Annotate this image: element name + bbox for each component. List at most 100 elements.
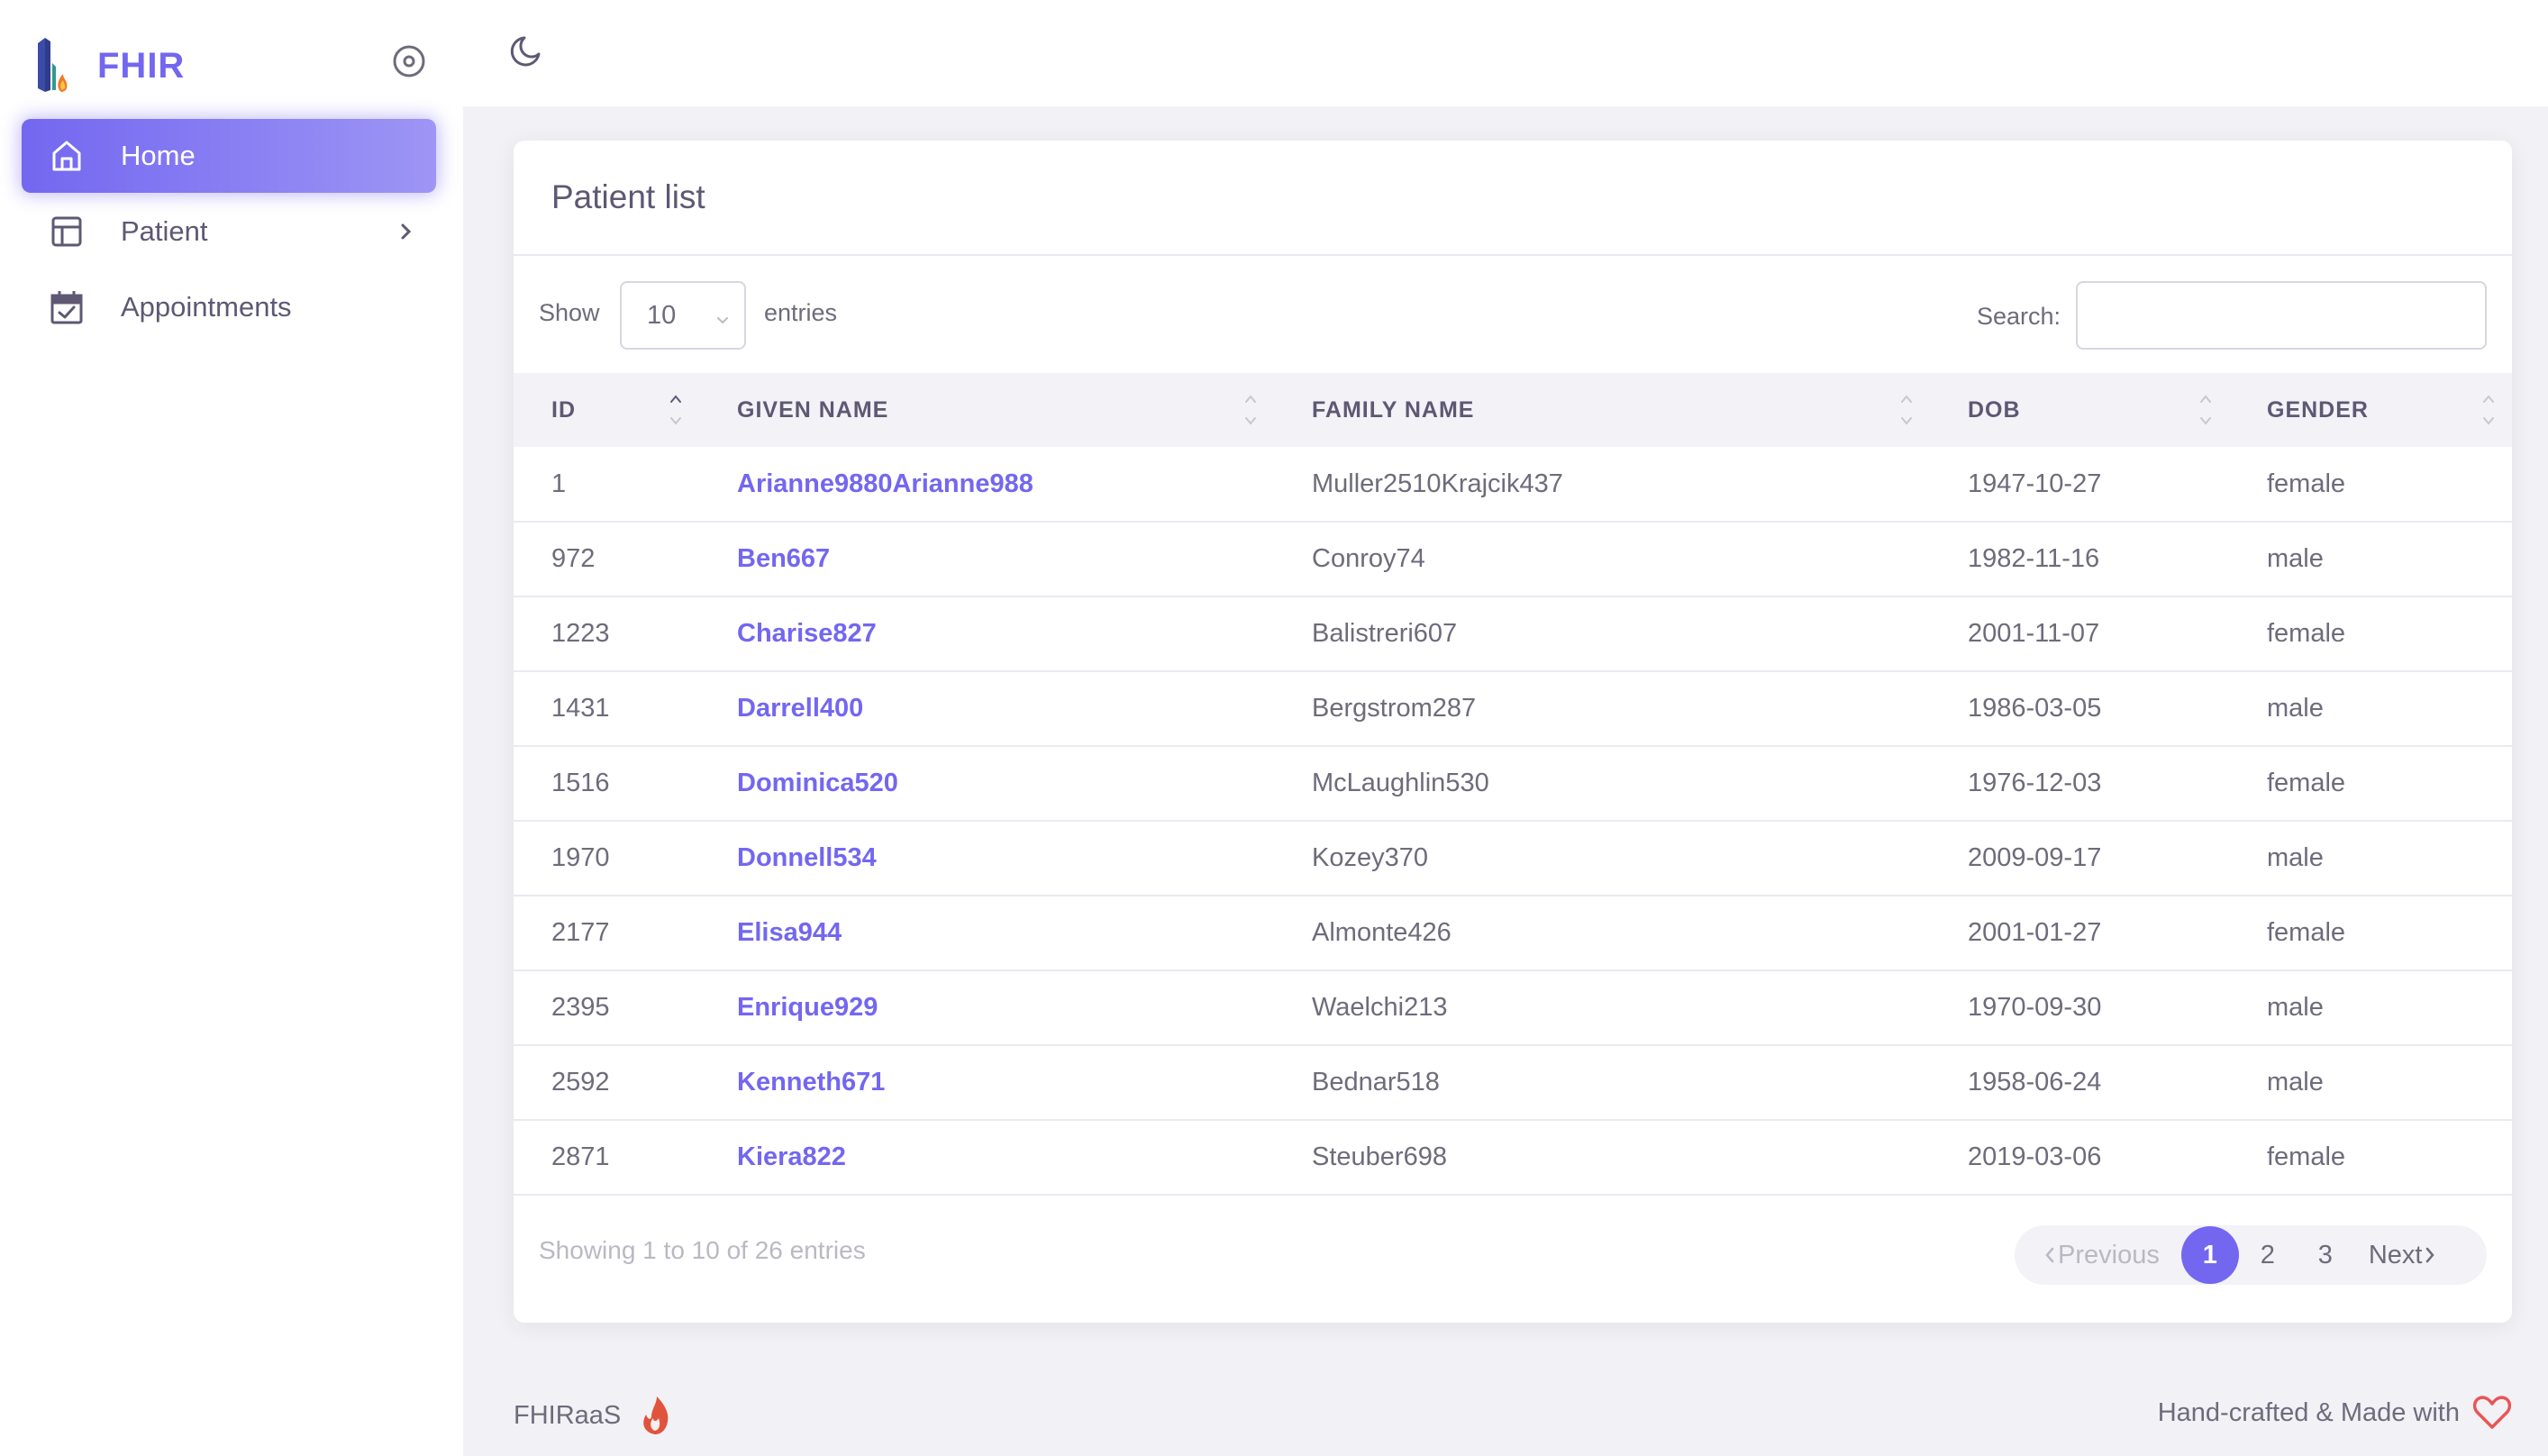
column-header-label: FAMILY NAME — [1312, 396, 1475, 423]
entries-select[interactable]: 10 — [620, 281, 746, 350]
show-label: Show — [539, 299, 600, 326]
patient-link[interactable]: Dominica520 — [737, 769, 898, 797]
column-header-label: DOB — [1968, 396, 2021, 423]
footer-credit: Hand-crafted & Made with — [2158, 1395, 2512, 1431]
cell-id: 1516 — [551, 769, 610, 797]
cell-family-name: Bergstrom287 — [1312, 694, 1477, 723]
column-header-given-name[interactable]: GIVEN NAME — [699, 373, 1274, 447]
cell-dob: 2001-11-07 — [1968, 619, 2100, 648]
cell-given-name: Elisa944 — [699, 896, 1274, 970]
table-row: 972 Ben667 Conroy74 1982-11-16 male — [514, 522, 2512, 596]
sidebar-item-label: Home — [121, 140, 196, 171]
column-header-dob[interactable]: DOB — [1930, 373, 2229, 447]
cell-dob: 1982-11-16 — [1968, 544, 2100, 573]
flame-icon — [643, 1397, 669, 1434]
cell-id: 1223 — [551, 619, 610, 648]
sort-icon — [670, 395, 681, 425]
page-button-2[interactable]: 2 — [2260, 1240, 2275, 1269]
cell-family-name: McLaughlin530 — [1312, 769, 1489, 797]
sort-icon — [2200, 395, 2211, 425]
brand-name: FHIR — [97, 45, 186, 86]
cell-family-name: Steuber698 — [1312, 1142, 1447, 1171]
cell-given-name: Charise827 — [699, 596, 1274, 671]
cell-dob: 1976-12-03 — [1968, 769, 2102, 797]
table-row: 1431 Darrell400 Bergstrom287 1986-03-05 … — [514, 671, 2512, 746]
chevron-right-icon — [387, 214, 423, 250]
patient-link[interactable]: Arianne9880Arianne988 — [737, 469, 1033, 498]
search-input[interactable] — [2076, 281, 2487, 350]
dark-mode-toggle[interactable] — [508, 32, 548, 72]
entries-label: entries — [764, 299, 838, 326]
sidebar-item-appointments[interactable]: Appointments — [22, 270, 436, 344]
table-row: 1516 Dominica520 McLaughlin530 1976-12-0… — [514, 746, 2512, 821]
table-header-row: ID GIVEN NAME FAMILY NAME — [514, 373, 2512, 447]
cell-gender: female — [2267, 918, 2346, 947]
footer-brand-text: FHIRaaS — [514, 1400, 622, 1430]
table-row: 2177 Elisa944 Almonte426 2001-01-27 fema… — [514, 896, 2512, 970]
layout-icon — [49, 214, 85, 250]
search-label: Search: — [1977, 303, 2061, 330]
patient-link[interactable]: Charise827 — [737, 619, 877, 648]
home-icon — [49, 138, 85, 174]
next-page-button[interactable]: Next — [2369, 1241, 2439, 1270]
page-button-3[interactable]: 3 — [2317, 1240, 2333, 1269]
sidebar-collapse-button[interactable] — [389, 41, 429, 81]
cell-dob: 2019-03-06 — [1968, 1142, 2102, 1171]
sidebar-item-patient[interactable]: Patient — [22, 195, 436, 268]
table-row: 1223 Charise827 Balistreri607 2001-11-07… — [514, 596, 2512, 671]
circle-dot-icon — [393, 45, 425, 77]
column-header-family-name[interactable]: FAMILY NAME — [1274, 373, 1930, 447]
column-header-id[interactable]: ID — [514, 373, 699, 447]
patient-link[interactable]: Kenneth671 — [737, 1068, 886, 1097]
patient-link[interactable]: Enrique929 — [737, 993, 878, 1022]
pagination: Previous 1 2 3 Next — [2015, 1225, 2487, 1285]
cell-id: 1431 — [551, 694, 610, 723]
patient-link[interactable]: Darrell400 — [737, 694, 864, 723]
patient-link[interactable]: Elisa944 — [737, 918, 842, 947]
card-header: Patient list — [514, 141, 2512, 256]
column-header-gender[interactable]: GENDER — [2229, 373, 2512, 447]
patient-list-card: Patient list Show 10 entries Search: ID … — [514, 141, 2512, 1323]
table-row: 2592 Kenneth671 Bednar518 1958-06-24 mal… — [514, 1045, 2512, 1120]
patient-link[interactable]: Ben667 — [737, 544, 831, 573]
cell-gender: male — [2267, 694, 2324, 723]
cell-id: 2871 — [551, 1142, 610, 1171]
patient-link[interactable]: Donnell534 — [737, 843, 877, 872]
chevron-left-icon — [2045, 1247, 2054, 1263]
cell-family-name: Muller2510Krajcik437 — [1312, 469, 1563, 498]
table-row: 2871 Kiera822 Steuber698 2019-03-06 fema… — [514, 1120, 2512, 1195]
table-row: 2395 Enrique929 Waelchi213 1970-09-30 ma… — [514, 970, 2512, 1045]
footer-brand: FHIRaaS — [514, 1395, 671, 1436]
previous-page-button[interactable]: Previous — [2042, 1241, 2160, 1270]
cell-id: 2177 — [551, 918, 610, 947]
entries-select-value: 10 — [647, 300, 677, 330]
page-button-1[interactable]: 1 — [2180, 1226, 2239, 1284]
cell-gender: male — [2267, 843, 2324, 872]
cell-family-name: Kozey370 — [1312, 843, 1428, 872]
cell-family-name: Bednar518 — [1312, 1068, 1440, 1097]
cell-given-name: Arianne9880Arianne988 — [699, 447, 1274, 522]
cell-family-name: Conroy74 — [1312, 544, 1425, 573]
fhir-logo-icon — [38, 38, 68, 92]
chevron-right-icon — [2426, 1247, 2435, 1263]
cell-gender: male — [2267, 544, 2324, 573]
cell-family-name: Waelchi213 — [1312, 993, 1448, 1022]
cell-id: 1 — [551, 469, 567, 498]
sidebar-item-label: Patient — [121, 215, 208, 247]
cell-gender: female — [2267, 469, 2346, 498]
column-header-label: GIVEN NAME — [737, 396, 889, 423]
cell-given-name: Kiera822 — [699, 1120, 1274, 1195]
brand[interactable]: FHIR — [34, 36, 185, 96]
heart-icon — [2472, 1396, 2512, 1429]
cell-given-name: Kenneth671 — [699, 1045, 1274, 1120]
cell-given-name: Donnell534 — [699, 821, 1274, 896]
sort-icon — [1245, 395, 1256, 425]
patient-link[interactable]: Kiera822 — [737, 1142, 846, 1171]
cell-dob: 1958-06-24 — [1968, 1068, 2102, 1097]
table-row: 1 Arianne9880Arianne988 Muller2510Krajci… — [514, 447, 2512, 522]
sidebar-item-home[interactable]: Home — [22, 119, 436, 193]
cell-family-name: Balistreri607 — [1312, 619, 1458, 648]
cell-dob: 1947-10-27 — [1968, 469, 2102, 498]
table-info: Showing 1 to 10 of 26 entries — [539, 1236, 866, 1264]
previous-label: Previous — [2058, 1240, 2160, 1269]
